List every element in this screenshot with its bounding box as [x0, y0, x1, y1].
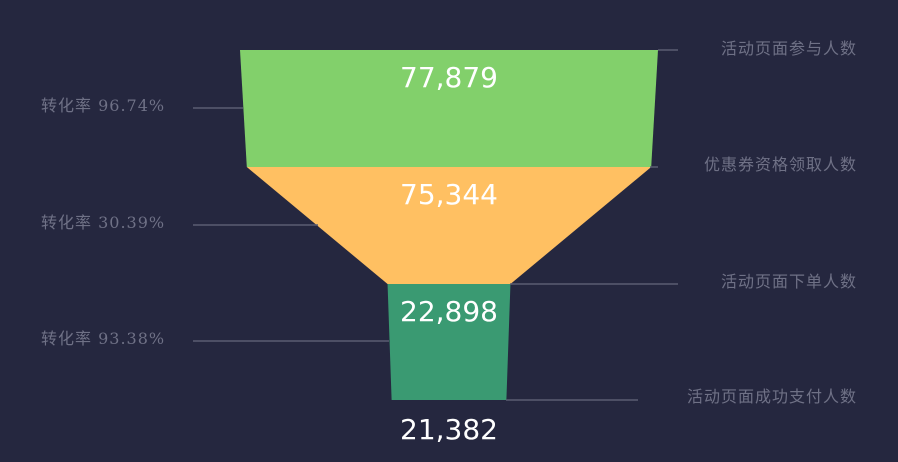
- rate-label-3: 转化率 93.38%: [41, 329, 165, 348]
- stage-value-4: 21,382: [400, 413, 498, 446]
- funnel-segment-1[interactable]: [240, 50, 658, 167]
- stage-labels: 活动页面参与人数 优惠券资格领取人数 活动页面下单人数 活动页面成功支付人数: [687, 39, 857, 406]
- stage-label-3: 活动页面下单人数: [721, 272, 857, 291]
- funnel-segments: [240, 50, 658, 400]
- stage-label-2: 优惠券资格领取人数: [704, 155, 857, 174]
- stage-label-1: 活动页面参与人数: [721, 39, 857, 58]
- stage-values: 77,879 75,344 22,898 21,382: [400, 61, 498, 446]
- rate-labels: 转化率 96.74% 转化率 30.39% 转化率 93.38%: [41, 96, 165, 348]
- funnel-segment-3[interactable]: [387, 284, 511, 400]
- rate-label-2: 转化率 30.39%: [41, 213, 165, 232]
- stage-value-1: 77,879: [400, 61, 498, 94]
- stage-label-4: 活动页面成功支付人数: [687, 387, 857, 406]
- rate-label-1: 转化率 96.74%: [41, 96, 165, 115]
- stage-value-2: 75,344: [400, 178, 498, 211]
- leader-lines: [193, 49, 678, 401]
- stage-value-3: 22,898: [400, 295, 498, 328]
- funnel-segment-2[interactable]: [246, 167, 652, 284]
